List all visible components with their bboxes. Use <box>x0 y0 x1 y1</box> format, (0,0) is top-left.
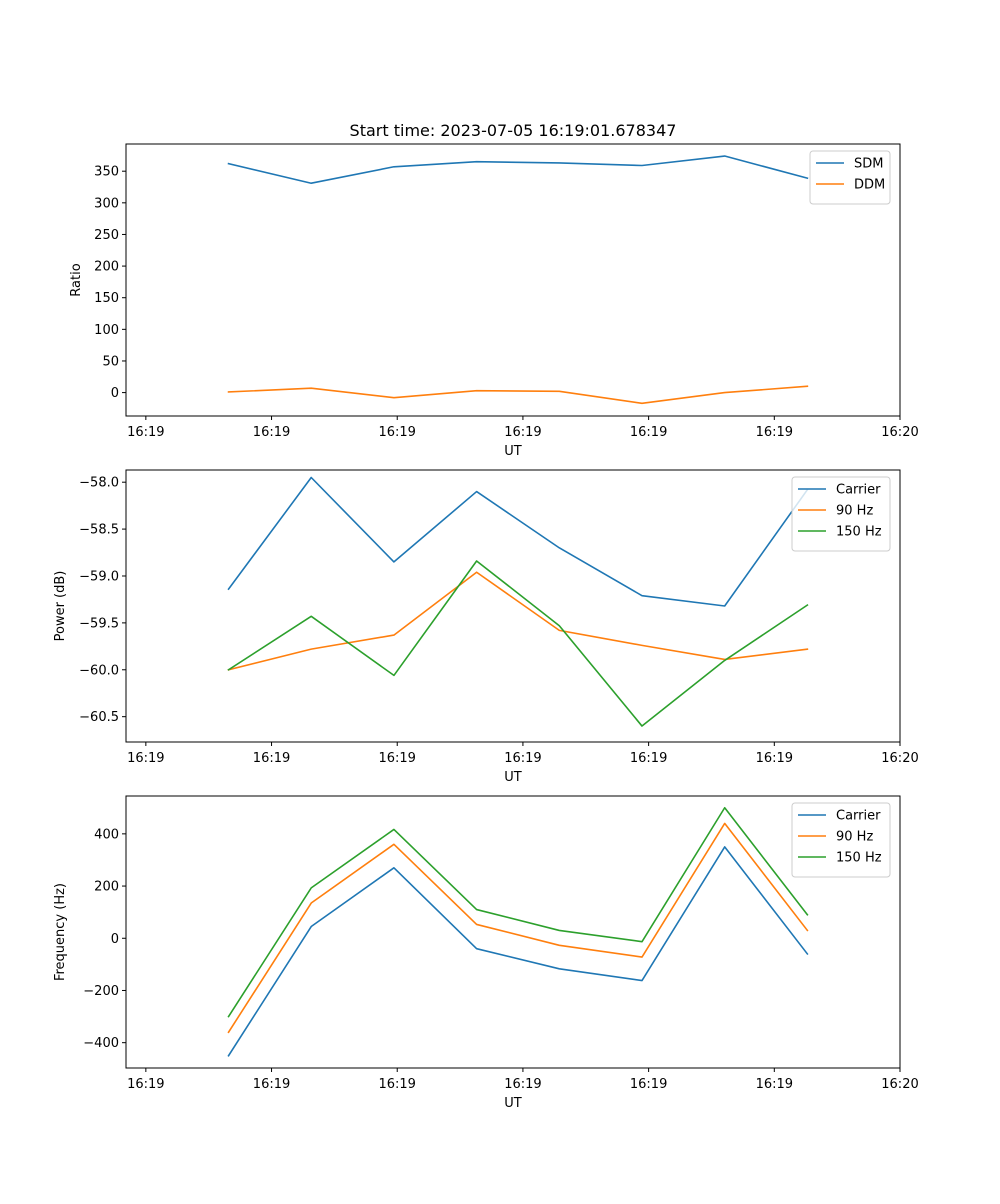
frequency-axes-frame <box>125 795 901 1069</box>
frequency-y-tick-label: 400 <box>94 827 119 842</box>
frequency-x-axis-label: UT <box>504 1096 522 1111</box>
ratio-y-tick-label: 300 <box>94 196 119 211</box>
power-y-axis-label: Power (dB) <box>53 571 68 642</box>
ratio-x-tick-label: 16:19 <box>378 425 415 440</box>
frequency-chart: −400 −200 0 200 400 16:19 16:19 16:19 16:19 16:19… <box>53 795 919 1111</box>
frequency-legend-label-90-hz: 90 Hz <box>836 830 873 845</box>
ratio-legend-label-sdm: SDM <box>854 157 883 172</box>
ratio-legend-box <box>809 150 891 205</box>
frequency-series-150-hz <box>227 806 809 1018</box>
ratio-x-tick-label: 16:19 <box>127 425 164 440</box>
ratio-x-tick-label: 16:19 <box>504 425 541 440</box>
power-legend-label-150-hz: 150 Hz <box>836 525 882 540</box>
ratio-legend: SDM DDM <box>809 150 891 205</box>
power-x-tick-label: 16:19 <box>504 751 541 766</box>
ratio-y-tick-label: 350 <box>94 165 119 180</box>
power-series-carrier <box>227 476 809 607</box>
frequency-series-90-hz <box>227 822 809 1034</box>
power-axes-frame <box>125 469 901 743</box>
power-legend-box <box>791 476 891 552</box>
power-chart: −60.5 −60.0 −59.5 −59.0 −58.5 −58.0 16:19 16:19… <box>53 469 919 785</box>
power-y-tick-label: −60.5 <box>79 710 119 725</box>
frequency-x-tick-label: 16:19 <box>378 1077 415 1092</box>
ratio-axes-frame <box>125 143 901 417</box>
power-x-tick-label: 16:19 <box>630 751 667 766</box>
ratio-x-tick-label: 16:19 <box>756 425 793 440</box>
frequency-x-tick-label: 16:19 <box>504 1077 541 1092</box>
ratio-legend-label-ddm: DDM <box>854 178 885 193</box>
ratio-x-tick-label: 16:20 <box>881 425 918 440</box>
power-legend-label-90-hz: 90 Hz <box>836 504 873 519</box>
frequency-legend: Carrier 90 Hz 150 Hz <box>791 802 891 878</box>
frequency-x-tick-label: 16:19 <box>127 1077 164 1092</box>
ratio-y-tick-label: 150 <box>94 291 119 306</box>
power-y-tick-label: −59.0 <box>79 569 119 584</box>
power-x-tick-label: 16:19 <box>378 751 415 766</box>
ratio-x-axis-label: UT <box>504 444 522 459</box>
ratio-x-tick-label: 16:19 <box>253 425 290 440</box>
frequency-y-axis-label: Frequency (Hz) <box>53 883 68 981</box>
frequency-x-tick-label: 16:20 <box>881 1077 918 1092</box>
power-y-tick-label: −59.5 <box>79 616 119 631</box>
ratio-y-tick-label: 200 <box>94 260 119 275</box>
frequency-y-tick-label: −200 <box>83 984 119 999</box>
ratio-series-ddm <box>227 385 809 405</box>
ratio-x-tick-label: 16:19 <box>630 425 667 440</box>
frequency-legend-label-150-hz: 150 Hz <box>836 851 882 866</box>
power-legend-label-carrier: Carrier <box>836 483 881 498</box>
frequency-series-carrier <box>227 846 809 1057</box>
power-x-tick-label: 16:19 <box>253 751 290 766</box>
power-y-tick-label: −58.5 <box>79 523 119 538</box>
ratio-chart: 0 50 100 150 200 250 300 350 16:19 16:19 16:19 16:1… <box>69 143 919 459</box>
power-y-tick-label: −58.0 <box>79 476 119 491</box>
frequency-x-tick-label: 16:19 <box>253 1077 290 1092</box>
power-x-tick-label: 16:19 <box>756 751 793 766</box>
ratio-series-sdm <box>227 155 809 185</box>
figure-title: Start time: 2023-07-05 16:19:01.678347 <box>350 121 677 140</box>
power-x-tick-label: 16:19 <box>127 751 164 766</box>
power-y-tick-label: −60.0 <box>79 663 119 678</box>
power-x-axis-label: UT <box>504 770 522 785</box>
ratio-y-axis-label: Ratio <box>69 263 84 296</box>
power-x-tick-label: 16:20 <box>881 751 918 766</box>
power-legend: Carrier 90 Hz 150 Hz <box>791 476 891 552</box>
ratio-y-tick-label: 250 <box>94 228 119 243</box>
ratio-y-tick-label: 100 <box>94 323 119 338</box>
frequency-legend-box <box>791 802 891 878</box>
frequency-y-tick-label: −400 <box>83 1036 119 1051</box>
power-series-150-hz <box>227 560 809 727</box>
ratio-y-tick-label: 0 <box>111 386 119 401</box>
frequency-y-tick-label: 0 <box>111 932 119 947</box>
ratio-y-tick-label: 50 <box>102 354 119 369</box>
frequency-legend-label-carrier: Carrier <box>836 809 881 824</box>
frequency-y-tick-label: 200 <box>94 880 119 895</box>
power-series-90-hz <box>227 571 809 671</box>
frequency-x-tick-label: 16:19 <box>756 1077 793 1092</box>
frequency-x-tick-label: 16:19 <box>630 1077 667 1092</box>
